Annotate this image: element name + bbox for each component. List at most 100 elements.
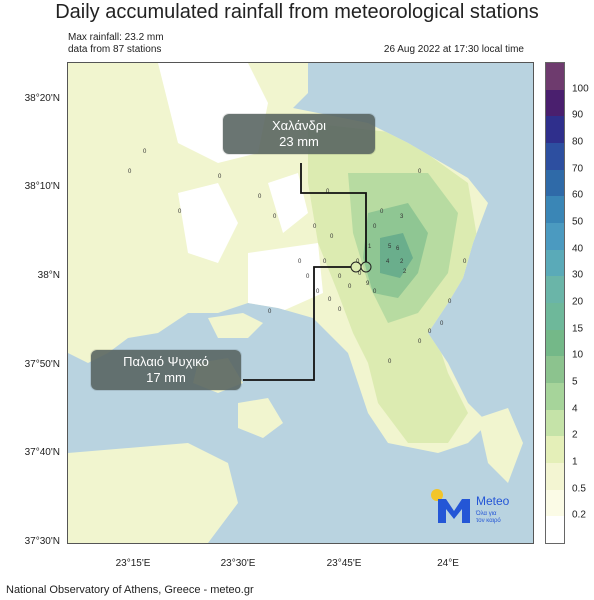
colorbar-label: 30 [572,269,584,281]
colorbar-label: 20 [572,296,584,308]
colorbar-label: 70 [572,163,584,175]
colorbar-label: 15 [572,323,584,335]
colorbar-cell [546,303,564,331]
timestamp: 26 Aug 2022 at 17:30 local time [383,44,524,55]
colorbar-cell [546,516,564,544]
svg-text:0: 0 [388,359,392,365]
colorbar-label: 60 [572,189,584,201]
colorbar-cell [546,89,564,117]
svg-text:0: 0 [323,259,327,265]
svg-text:0: 0 [273,214,277,220]
dry-zone [248,243,323,313]
colorbar-label: 50 [572,216,584,228]
colorbar-label: 100 [572,83,589,95]
callout-chalandri-value: 23 mm [279,134,319,149]
station-count: data from 87 stations [68,44,162,55]
svg-text:0: 0 [298,259,302,265]
svg-text:0: 0 [128,169,132,175]
max-rainfall: Max rainfall: 23.2 mm [68,32,164,43]
lat-label: 37°50'N [24,359,60,370]
svg-text:4: 4 [386,259,390,265]
colorbar-label: 10 [572,349,584,361]
colorbar-cell [546,116,564,144]
svg-text:1: 1 [368,244,372,250]
colorbar-cell [546,356,564,384]
svg-text:0: 0 [373,224,377,230]
callout-chalandri: Χαλάνδρι 23 mm [223,114,375,154]
logo-brand: Meteo [476,494,510,508]
colorbar-label: 80 [572,136,584,148]
colorbar-label: 1 [572,456,578,468]
rain-zone-max [380,233,413,278]
colorbar-cell [546,249,564,277]
colorbar-label: 5 [572,376,578,388]
colorbar-label: 4 [572,403,578,415]
lon-label: 23°30'E [220,558,256,569]
colorbar-cell [546,329,564,357]
sun-icon [431,489,443,501]
station-values: 000 000 000 123 45 6 900 000 000 200 000 … [128,149,467,365]
colorbar-cell [546,383,564,411]
lat-label: 37°40'N [24,447,60,458]
island-salamina [208,313,263,338]
svg-text:2: 2 [400,259,404,265]
dry-zone [268,173,308,233]
svg-text:0: 0 [373,289,377,295]
svg-text:0: 0 [316,289,320,295]
logo-tagline-2: τον καιρό [476,517,501,524]
colorbar-cell [546,63,564,91]
svg-text:0: 0 [348,284,352,290]
island-kea [478,408,523,483]
meteo-logo: Meteo Όλα για τον καιρό [430,487,530,527]
colorbar-cell [546,276,564,304]
lat-label: 38°20'N [24,93,60,104]
logo-tagline-1: Όλα για [475,511,497,517]
svg-text:3: 3 [400,214,404,220]
meteo-logo-icon: Meteo Όλα για τον καιρό [431,489,510,524]
colorbar-cell [546,463,564,491]
dry-zone [178,183,238,263]
svg-text:0: 0 [330,234,334,240]
colorbar-cell [546,409,564,437]
stats-info: Max rainfall: 23.2 mm data from 87 stati… [68,32,164,56]
colorbar-label: 90 [572,109,584,121]
colorbar-cell [546,196,564,224]
svg-text:0: 0 [143,149,147,155]
svg-text:0: 0 [418,169,422,175]
svg-text:0: 0 [440,321,444,327]
colorbar [545,62,565,544]
callout-psychiko-name: Παλαιό Ψυχικό [123,354,209,369]
svg-text:0: 0 [326,189,330,195]
callout-psychiko-value: 17 mm [146,370,186,385]
svg-text:0: 0 [258,194,262,200]
leader-line-chalandri [300,163,367,262]
svg-text:0: 0 [428,329,432,335]
peloponnese-coast [68,443,238,543]
svg-text:0: 0 [338,274,342,280]
lon-label: 23°15'E [115,558,151,569]
colorbar-cell [546,223,564,251]
island-poros [238,398,283,438]
svg-text:0: 0 [218,174,222,180]
svg-text:2: 2 [403,269,407,275]
chart-title: Daily accumulated rainfall from meteorol… [55,1,539,23]
lon-label: 24°E [437,558,459,569]
callout-chalandri-name: Χαλάνδρι [271,118,327,133]
colorbar-cell [546,489,564,517]
callout-psychiko: Παλαιό Ψυχικό 17 mm [91,350,241,390]
lat-label: 38°N [37,270,60,281]
svg-text:0: 0 [306,274,310,280]
svg-text:0: 0 [463,259,467,265]
svg-text:0: 0 [380,209,384,215]
leader-line-psychiko [243,266,351,381]
colorbar-cell [546,436,564,464]
svg-text:0: 0 [418,339,422,345]
svg-text:9: 9 [366,281,370,287]
svg-text:0: 0 [178,209,182,215]
svg-text:6: 6 [396,246,400,252]
colorbar-label: 0.2 [572,509,586,521]
colorbar-cell [546,169,564,197]
svg-text:0: 0 [448,299,452,305]
svg-text:0: 0 [358,271,362,277]
colorbar-cell [546,143,564,171]
